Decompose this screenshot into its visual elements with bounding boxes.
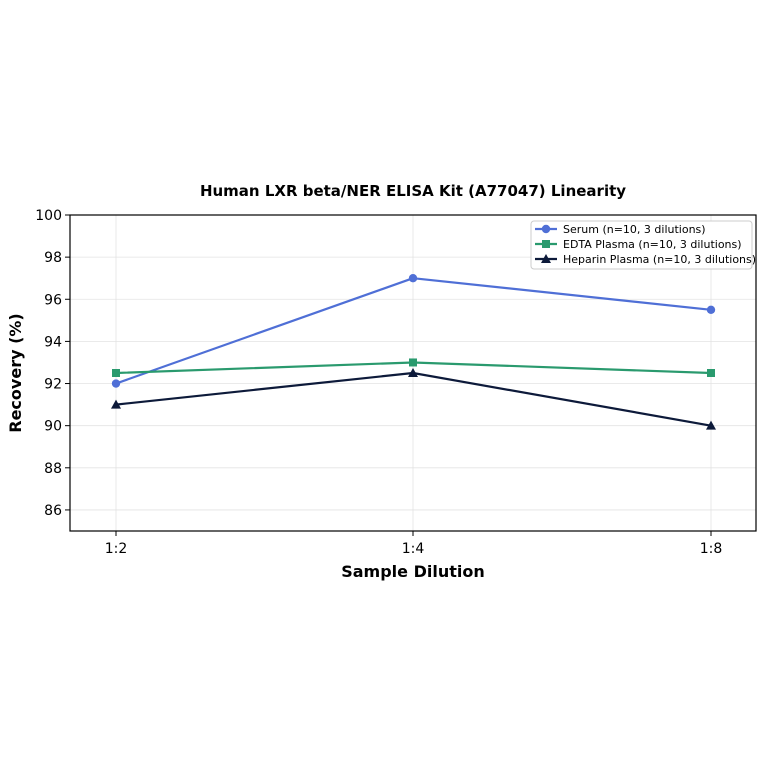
series-line: [115, 277, 712, 385]
data-point: [409, 358, 417, 367]
x-tick-label: 1:4: [402, 541, 425, 557]
series-circle: [111, 274, 716, 388]
y-tick-label: 88: [44, 461, 62, 477]
legend-swatch-marker: [542, 240, 550, 248]
data-point: [112, 369, 120, 377]
y-tick-label: 100: [35, 208, 62, 224]
legend-item: Heparin Plasma (n=10, 3 dilutions): [535, 253, 756, 266]
data-point: [706, 420, 716, 430]
legend-swatch-marker: [541, 224, 551, 234]
legend-item: Serum (n=10, 3 dilutions): [535, 223, 706, 236]
x-axis-ticks: 1:2 1:4 1:8: [105, 531, 723, 557]
y-axis-label: Recovery (%): [6, 313, 25, 432]
legend-items: Serum (n=10, 3 dilutions) EDTA Plasma (n=…: [535, 223, 756, 266]
legend: Serum (n=10, 3 dilutions) EDTA Plasma (n=…: [530, 220, 756, 270]
legend-box: [530, 220, 753, 270]
data-point: [707, 369, 715, 377]
y-tick-label: 92: [44, 377, 62, 393]
series-triangle: [111, 368, 716, 430]
series-square: [112, 358, 715, 377]
y-tick-label: 94: [44, 334, 62, 350]
legend-item: EDTA Plasma (n=10, 3 dilutions): [535, 238, 742, 251]
chart-title: Human LXR beta/NER ELISA Kit (A77047) Li…: [200, 182, 626, 200]
legend-label: EDTA Plasma (n=10, 3 dilutions): [563, 238, 742, 251]
y-tick-label: 96: [44, 292, 62, 308]
y-axis-ticks: 86 88 90 92 94 96 98 100: [35, 208, 70, 519]
data-point: [111, 379, 121, 388]
legend-swatch-marker: [541, 254, 551, 263]
data-point: [408, 274, 418, 283]
x-tick-label: 1:2: [105, 541, 128, 557]
y-tick-label: 86: [44, 503, 62, 519]
series-line: [115, 371, 712, 427]
legend-label: Heparin Plasma (n=10, 3 dilutions): [563, 253, 756, 266]
y-tick-label: 90: [44, 419, 62, 435]
data-point: [111, 399, 121, 409]
x-axis-label: Sample Dilution: [341, 562, 485, 581]
y-tick-label: 98: [44, 250, 62, 266]
legend-label: Serum (n=10, 3 dilutions): [563, 223, 706, 236]
data-point: [408, 368, 418, 377]
series-layer: [111, 274, 716, 430]
data-point: [706, 305, 716, 314]
x-tick-label: 1:8: [700, 541, 723, 557]
